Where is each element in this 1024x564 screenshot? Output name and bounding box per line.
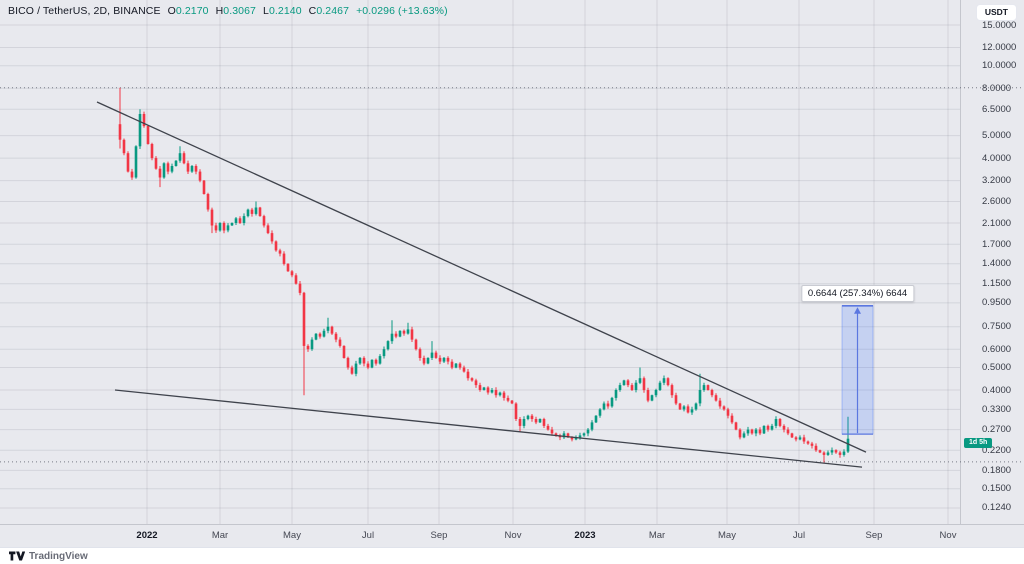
price-axis-label: 1.1500 xyxy=(982,278,1012,289)
trendlines[interactable] xyxy=(96,101,867,468)
currency-toggle-button[interactable]: USDT xyxy=(975,4,1017,21)
price-axis-label: 15.0000 xyxy=(982,20,1017,31)
ohlc-value: 0.3067 xyxy=(223,5,256,17)
time-axis-month-label: Sep xyxy=(430,530,448,541)
price-axis-label: 0.1800 xyxy=(982,465,1012,476)
price-axis-label: 6.5000 xyxy=(982,104,1012,115)
price-axis-label: 4.0000 xyxy=(982,153,1012,164)
price-axis-label: 3.2000 xyxy=(982,175,1012,186)
time-axis-month-label: Sep xyxy=(865,530,883,541)
ohlc-values: O0.2170 H0.3067 L0.2140 C0.2467 xyxy=(161,5,349,17)
price-axis-label: 8.0000 xyxy=(982,83,1012,94)
price-axis-label: 0.2700 xyxy=(982,424,1012,435)
ohlc-label: H xyxy=(215,5,224,17)
time-axis-year-label: 2022 xyxy=(136,530,158,541)
change-value: +0.0296 (+13.63%) xyxy=(356,5,448,17)
time-axis-month-label: May xyxy=(283,530,301,541)
price-axis-label: 1.7000 xyxy=(982,239,1012,250)
ohlc-label: O xyxy=(167,5,176,17)
tradingview-brand-link[interactable]: TradingView xyxy=(29,550,88,562)
price-axis-label: 0.4000 xyxy=(982,385,1012,396)
time-axis-year-label: 2023 xyxy=(574,530,596,541)
price-axis[interactable]: 15.0000 12.0000 10.0000 8.0000 6.5000 5.0000 4… xyxy=(960,0,1024,524)
footer-bar: TradingView xyxy=(0,547,1024,564)
symbol-description[interactable]: BICO / TetherUS, 2D, BINANCE xyxy=(8,5,161,17)
price-axis-label: 2.1000 xyxy=(982,218,1012,229)
time-axis[interactable]: 2022 Mar May Jul Sep Nov 2023 Mar May Jul Sep Nov xyxy=(0,524,1024,548)
ohlc-label: C xyxy=(308,5,317,17)
candles xyxy=(118,87,850,463)
ohlc-value: 0.2467 xyxy=(316,5,350,17)
price-axis-label: 0.6000 xyxy=(982,344,1012,355)
time-axis-month-label: May xyxy=(718,530,736,541)
ohlc-value: 0.2170 xyxy=(175,5,209,17)
price-axis-label: 0.1500 xyxy=(982,483,1012,494)
price-axis-label: 0.5000 xyxy=(982,362,1012,373)
price-axis-label: 0.9500 xyxy=(982,297,1012,308)
measure-tool-label[interactable]: 0.6644 (257.34%) 6644 xyxy=(800,285,915,302)
price-lines xyxy=(0,87,1024,463)
price-axis-label: 1.4000 xyxy=(982,258,1012,269)
ohlc-value: 0.2140 xyxy=(268,5,302,17)
price-range-tool[interactable] xyxy=(841,304,874,435)
chart-pane[interactable] xyxy=(0,0,1024,524)
time-axis-month-label: Nov xyxy=(939,530,957,541)
price-axis-label: 0.3300 xyxy=(982,404,1012,415)
tradingview-logo-icon xyxy=(9,551,25,561)
price-axis-label: 0.1240 xyxy=(982,502,1012,513)
time-axis-month-label: Jul xyxy=(361,530,375,541)
price-axis-label: 0.7500 xyxy=(982,321,1012,332)
price-axis-label: 12.0000 xyxy=(982,42,1017,53)
time-axis-month-label: Mar xyxy=(211,530,229,541)
ohlc-label: L xyxy=(262,5,269,17)
symbol-header: BICO / TetherUS, 2D, BINANCE O0.2170 H0.30… xyxy=(8,5,448,17)
time-axis-month-label: Mar xyxy=(648,530,666,541)
price-axis-label: 0.2200 xyxy=(982,445,1012,456)
price-axis-label: 5.0000 xyxy=(982,130,1012,141)
price-axis-label: 2.6000 xyxy=(982,196,1012,207)
countdown-badge: 1d 5h xyxy=(964,438,993,448)
price-axis-label: 10.0000 xyxy=(982,60,1017,71)
time-axis-month-label: Jul xyxy=(792,530,806,541)
time-axis-month-label: Nov xyxy=(504,530,522,541)
